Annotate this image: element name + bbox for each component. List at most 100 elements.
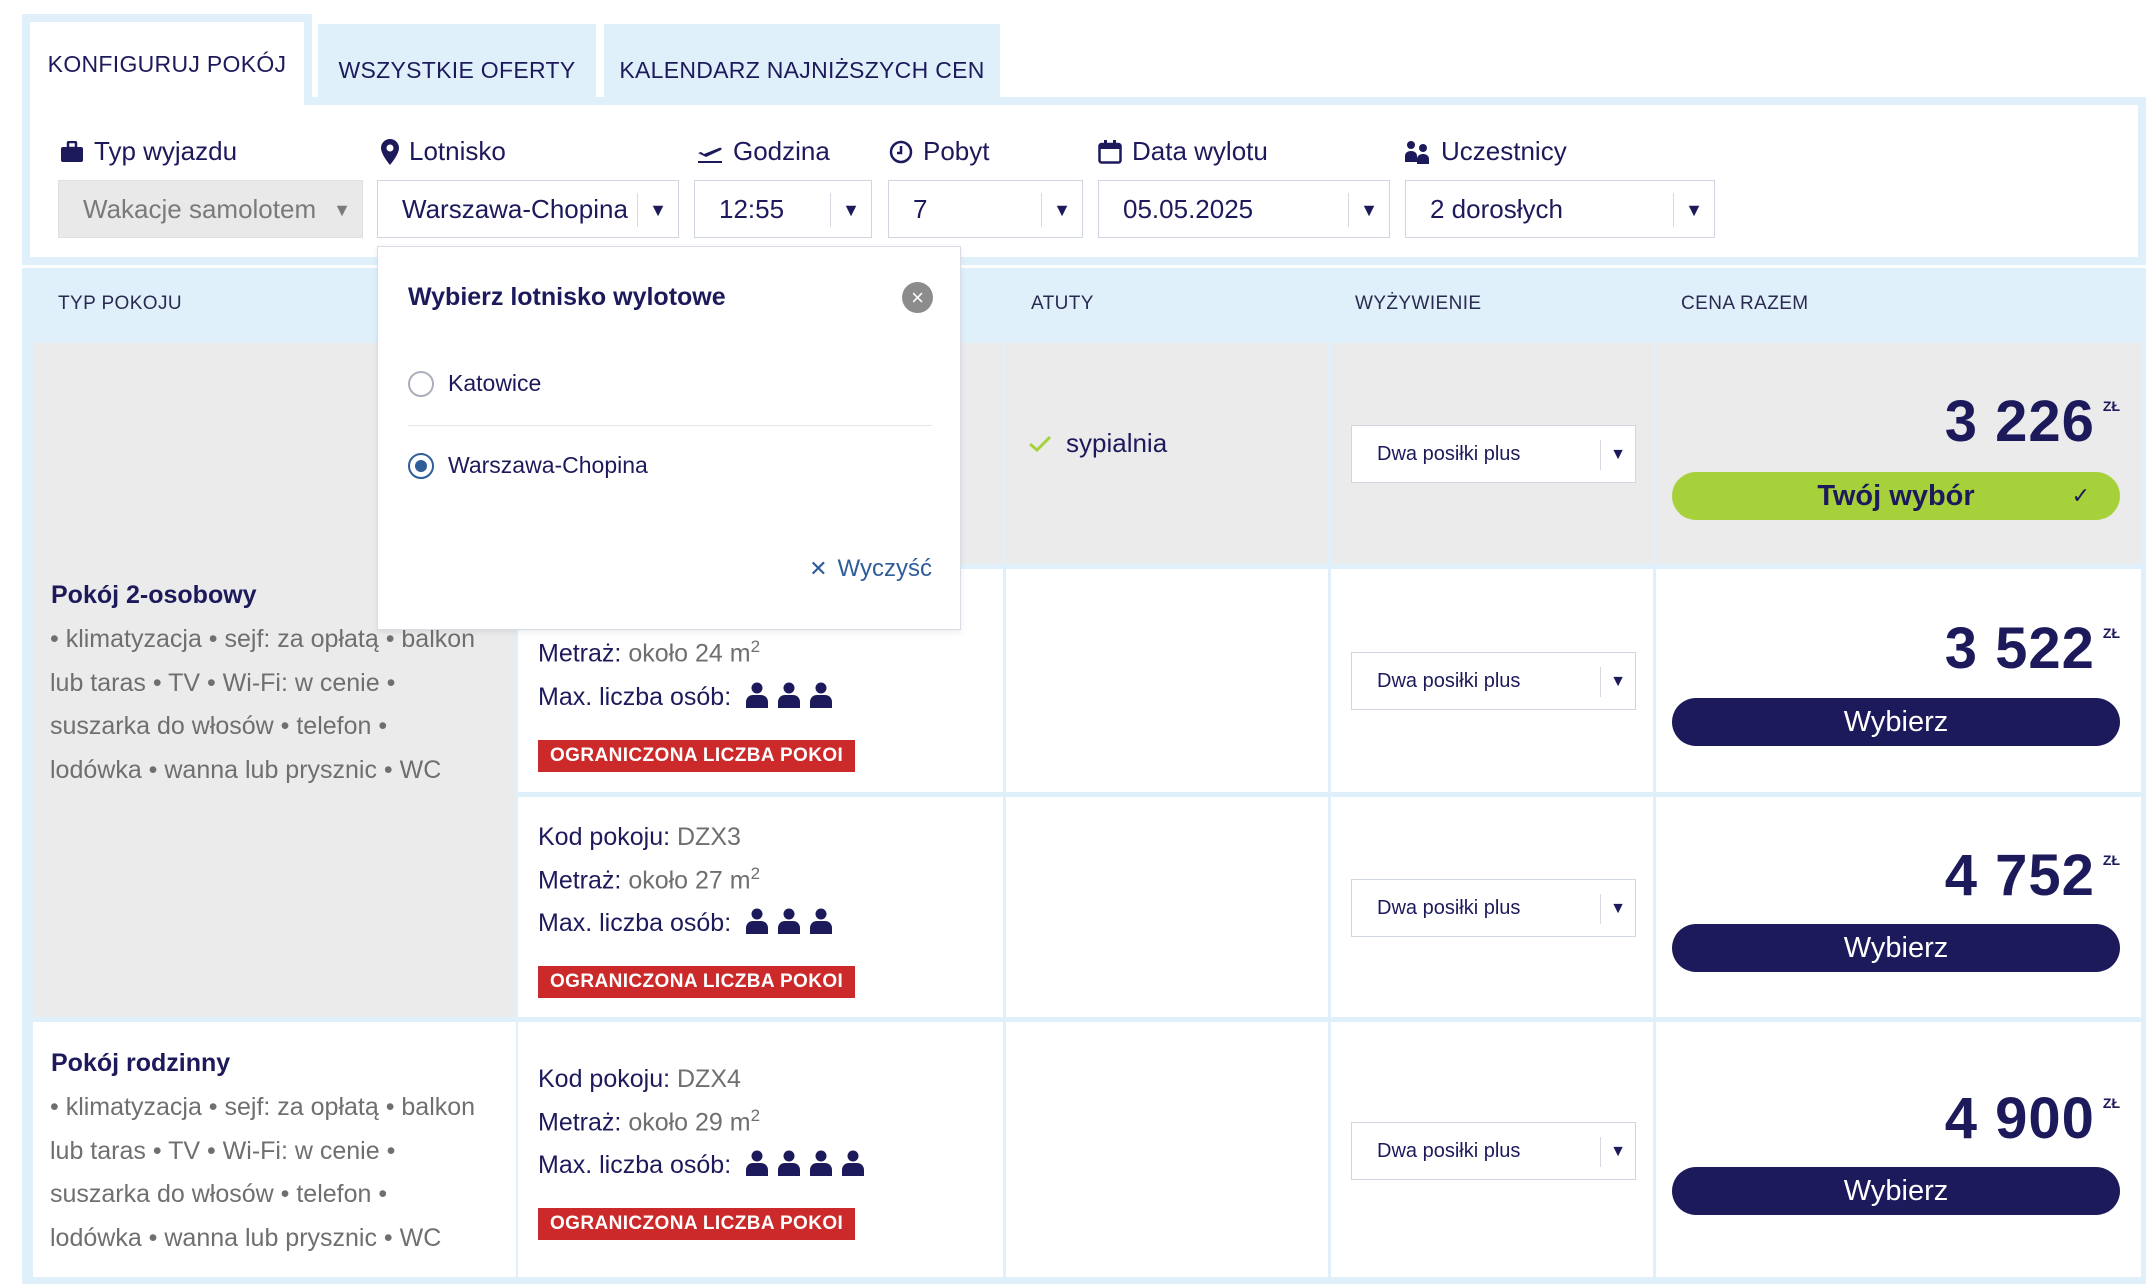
- area-label: Metraż:: [538, 639, 622, 668]
- active-tab-joiner: [30, 97, 304, 107]
- total-price: 4 900 ZŁ: [1945, 1085, 2120, 1152]
- date-label: Data wylotu: [1098, 136, 1268, 167]
- label-text: Uczestnicy: [1441, 136, 1567, 166]
- tab-all-offers[interactable]: WSZYSTKIE OFERTY: [318, 24, 596, 102]
- person-icon: [810, 682, 833, 715]
- amenities-line: lub taras • TV • Wi-Fi: w cenie •: [50, 668, 396, 697]
- trip-type-label: Typ wyjazdu: [60, 136, 237, 167]
- radio-button[interactable]: [408, 452, 434, 479]
- select-value: Warszawa-Chopina: [402, 193, 628, 224]
- max-label: Max. liczba osób:: [538, 1151, 732, 1180]
- room-area: Metraż: około 27 m2: [538, 864, 760, 895]
- perk-cell: [1006, 1022, 1328, 1277]
- max-label: Max. liczba osób:: [538, 909, 732, 938]
- price-value: 3 226: [1944, 389, 2095, 454]
- clear-button[interactable]: ✕ Wyczyść: [809, 555, 932, 583]
- board-select[interactable]: Dwa posiłki plus ▼: [1351, 425, 1636, 483]
- select-value: Dwa posiłki plus: [1377, 896, 1521, 919]
- radio-button[interactable]: [408, 370, 434, 397]
- plane-departure-icon: [698, 147, 722, 163]
- suitcase-icon: [61, 140, 83, 162]
- select-value: 12:55: [719, 193, 785, 224]
- room-name: Pokój rodzinny: [51, 1049, 231, 1077]
- limited-badge: OGRANICZONA LICZBA POKOI: [538, 1208, 856, 1240]
- selected-button[interactable]: Twój wybór ✓: [1672, 472, 2120, 520]
- board-select[interactable]: Dwa posiłki plus ▼: [1351, 652, 1636, 710]
- choose-button[interactable]: Wybierz: [1672, 924, 2120, 972]
- button-label: Wybierz: [1843, 1174, 1949, 1207]
- currency: ZŁ: [2102, 398, 2120, 414]
- max-label: Max. liczba osób:: [538, 683, 732, 712]
- header-perks: ATUTY: [1031, 293, 1094, 314]
- person-icon: [746, 908, 769, 941]
- area-label: Metraż:: [538, 1108, 622, 1137]
- code-value: DZX3: [677, 823, 741, 851]
- room-name: Pokój 2-osobowy: [51, 581, 257, 609]
- perk-item: sypialnia: [1028, 428, 1167, 459]
- select-value: Dwa posiłki plus: [1377, 1139, 1521, 1162]
- chevron-down-icon: ▼: [830, 193, 871, 227]
- participants-select[interactable]: 2 dorosłych ▼: [1405, 180, 1715, 238]
- person-icons: [746, 908, 833, 941]
- perk-cell: [1006, 797, 1328, 1017]
- code-label: Kod pokoju:: [538, 823, 671, 851]
- code-value: DZX4: [677, 1065, 741, 1093]
- chevron-down-icon: ▼: [1041, 193, 1082, 227]
- close-icon: ✕: [809, 556, 828, 581]
- perk-text: sypialnia: [1066, 428, 1168, 458]
- choose-button[interactable]: Wybierz: [1672, 698, 2120, 746]
- currency: ZŁ: [2102, 1095, 2120, 1111]
- area-value: około 27 m: [628, 866, 751, 895]
- room-amenities: • klimatyzacja • sejf: za opłatą • balko…: [50, 1086, 475, 1260]
- stay-select[interactable]: 7 ▼: [888, 180, 1083, 238]
- price-cell: [1656, 343, 2141, 564]
- people-icon: [1405, 140, 1429, 164]
- location-pin-icon: [381, 138, 399, 165]
- divider: [408, 425, 932, 426]
- participants-label: Uczestnicy: [1405, 136, 1567, 167]
- choose-button[interactable]: Wybierz: [1672, 1167, 2120, 1215]
- person-icon: [746, 1150, 769, 1183]
- header-board: WYŻYWIENIE: [1355, 293, 1482, 314]
- perk-cell: [1006, 569, 1328, 792]
- person-icon: [746, 682, 769, 715]
- filter-panel: [22, 97, 2146, 265]
- select-value: Wakacje samolotem: [83, 193, 317, 224]
- area-sup: 2: [750, 864, 761, 883]
- area-sup: 2: [750, 1106, 761, 1125]
- chevron-down-icon: ▼: [1348, 193, 1389, 227]
- airport-option-warszawa[interactable]: Warszawa-Chopina: [408, 452, 648, 479]
- area-value: około 24 m: [628, 639, 751, 668]
- select-value: 05.05.2025: [1123, 193, 1254, 224]
- room-code: Kod pokoju: DZX4: [538, 1065, 741, 1094]
- price-value: 3 522: [1944, 616, 2095, 681]
- max-persons: Max. liczba osób:: [538, 1150, 865, 1183]
- option-label: Warszawa-Chopina: [448, 452, 648, 478]
- board-select[interactable]: Dwa posiłki plus ▼: [1351, 879, 1636, 937]
- chevron-down-icon: ▼: [1600, 894, 1635, 924]
- tab-label: KONFIGURUJ POKÓJ: [47, 50, 287, 77]
- room-amenities: • klimatyzacja • sejf: za opłatą • balko…: [50, 618, 475, 792]
- close-icon[interactable]: ×: [902, 282, 933, 313]
- clear-label: Wyczyść: [837, 555, 932, 582]
- limited-badge: OGRANICZONA LICZBA POKOI: [538, 740, 856, 772]
- code-label: Kod pokoju:: [538, 1065, 671, 1093]
- date-select[interactable]: 05.05.2025 ▼: [1098, 180, 1390, 238]
- check-icon: ✓: [2071, 483, 2090, 508]
- max-persons: Max. liczba osób:: [538, 682, 833, 715]
- tab-configure-room[interactable]: KONFIGURUJ POKÓJ: [22, 14, 312, 106]
- amenities-line: • klimatyzacja • sejf: za opłatą • balko…: [50, 1093, 476, 1121]
- airport-label: Lotnisko: [381, 136, 506, 167]
- time-select[interactable]: 12:55 ▼: [694, 180, 872, 238]
- label-text: Lotnisko: [409, 136, 506, 166]
- label-text: Typ wyjazdu: [94, 136, 238, 166]
- person-icon: [842, 1150, 865, 1183]
- time-label: Godzina: [697, 136, 830, 167]
- airport-option-katowice[interactable]: Katowice: [408, 370, 541, 397]
- chevron-down-icon: ▼: [1673, 193, 1714, 227]
- airport-select[interactable]: Warszawa-Chopina ▼: [377, 180, 679, 238]
- board-select[interactable]: Dwa posiłki plus ▼: [1351, 1122, 1636, 1180]
- tab-lowest-price-calendar[interactable]: KALENDARZ NAJNIŻSZYCH CEN: [604, 24, 1000, 102]
- area-label: Metraż:: [538, 866, 622, 895]
- chevron-down-icon: ▼: [637, 193, 678, 227]
